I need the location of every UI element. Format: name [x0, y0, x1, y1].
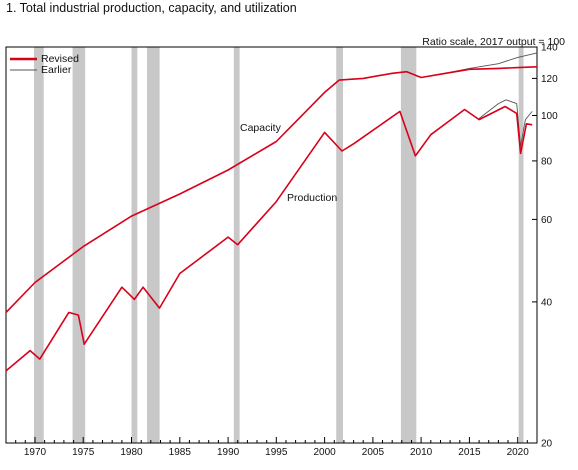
- x-tick-label: 1980: [120, 447, 143, 458]
- legend-label-revised: Revised: [41, 53, 79, 65]
- series-line-earlier-production: [478, 99, 533, 147]
- x-tick-label: 2000: [313, 447, 336, 458]
- y-tick-label: 60: [541, 215, 553, 226]
- x-axis-ticks: 1970 1975 1980 1985 1990 1995 2000 2005 2010 2015…: [5, 437, 538, 458]
- recession-band: [233, 47, 240, 443]
- y-axis-ticks: 20 40 60 80 100 120 140: [532, 43, 558, 450]
- capacity-label: Capacity: [240, 122, 282, 134]
- x-tick-label: 1990: [217, 447, 240, 458]
- x-tick-label: 1985: [169, 447, 192, 458]
- x-tick-label: 2015: [458, 447, 481, 458]
- production-label: Production: [287, 192, 337, 204]
- recession-band: [147, 47, 160, 443]
- recession-band: [34, 47, 44, 443]
- y-tick-label: 140: [541, 43, 558, 54]
- scale-annotation: Ratio scale, 2017 output = 100: [422, 36, 565, 48]
- y-tick-label: 20: [541, 439, 553, 450]
- x-tick-label: 1995: [265, 447, 288, 458]
- y-tick-label: 40: [541, 297, 553, 308]
- recession-band: [518, 47, 524, 443]
- recession-band: [72, 47, 86, 443]
- x-tick-label: 2010: [410, 447, 433, 458]
- y-tick-label: 80: [541, 156, 553, 167]
- chart-title: 1. Total industrial production, capacity…: [6, 1, 297, 15]
- recession-bands: [34, 47, 524, 443]
- recession-band: [336, 47, 343, 443]
- x-tick-label: 1975: [72, 447, 95, 458]
- series-line-revised-capacity: [5, 66, 538, 313]
- recession-band: [131, 47, 138, 443]
- y-tick-label: 120: [541, 74, 558, 85]
- recession-band: [400, 47, 417, 443]
- y-tick-label: 100: [541, 111, 558, 122]
- x-tick-label: 2005: [362, 447, 385, 458]
- x-tick-label: 1970: [24, 447, 47, 458]
- x-tick-label: 2020: [507, 447, 530, 458]
- series-line-revised-production: [5, 105, 533, 372]
- legend: Revised Earlier: [10, 53, 79, 76]
- plot-area-border: [5, 46, 538, 444]
- legend-label-earlier: Earlier: [41, 64, 72, 76]
- series-lines: [5, 52, 538, 372]
